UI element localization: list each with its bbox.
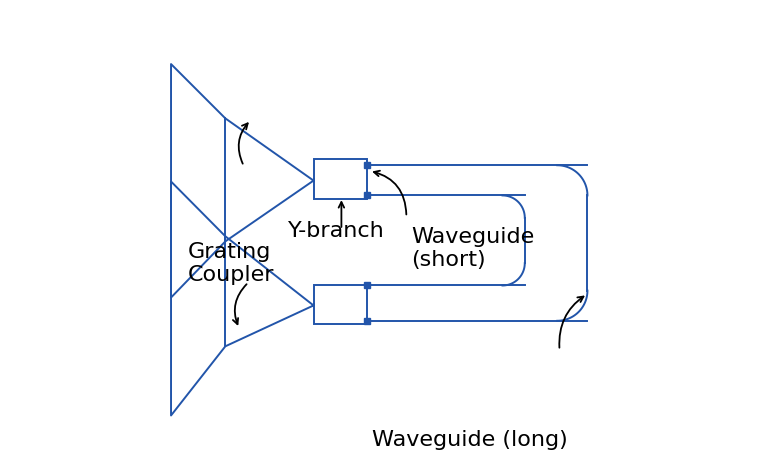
Bar xyxy=(314,284,367,324)
Text: Waveguide (long): Waveguide (long) xyxy=(372,430,567,450)
Text: Grating
Coupler: Grating Coupler xyxy=(188,242,274,285)
Text: Y-branch: Y-branch xyxy=(288,221,385,241)
Bar xyxy=(314,159,367,198)
Text: Waveguide
(short): Waveguide (short) xyxy=(411,227,534,270)
